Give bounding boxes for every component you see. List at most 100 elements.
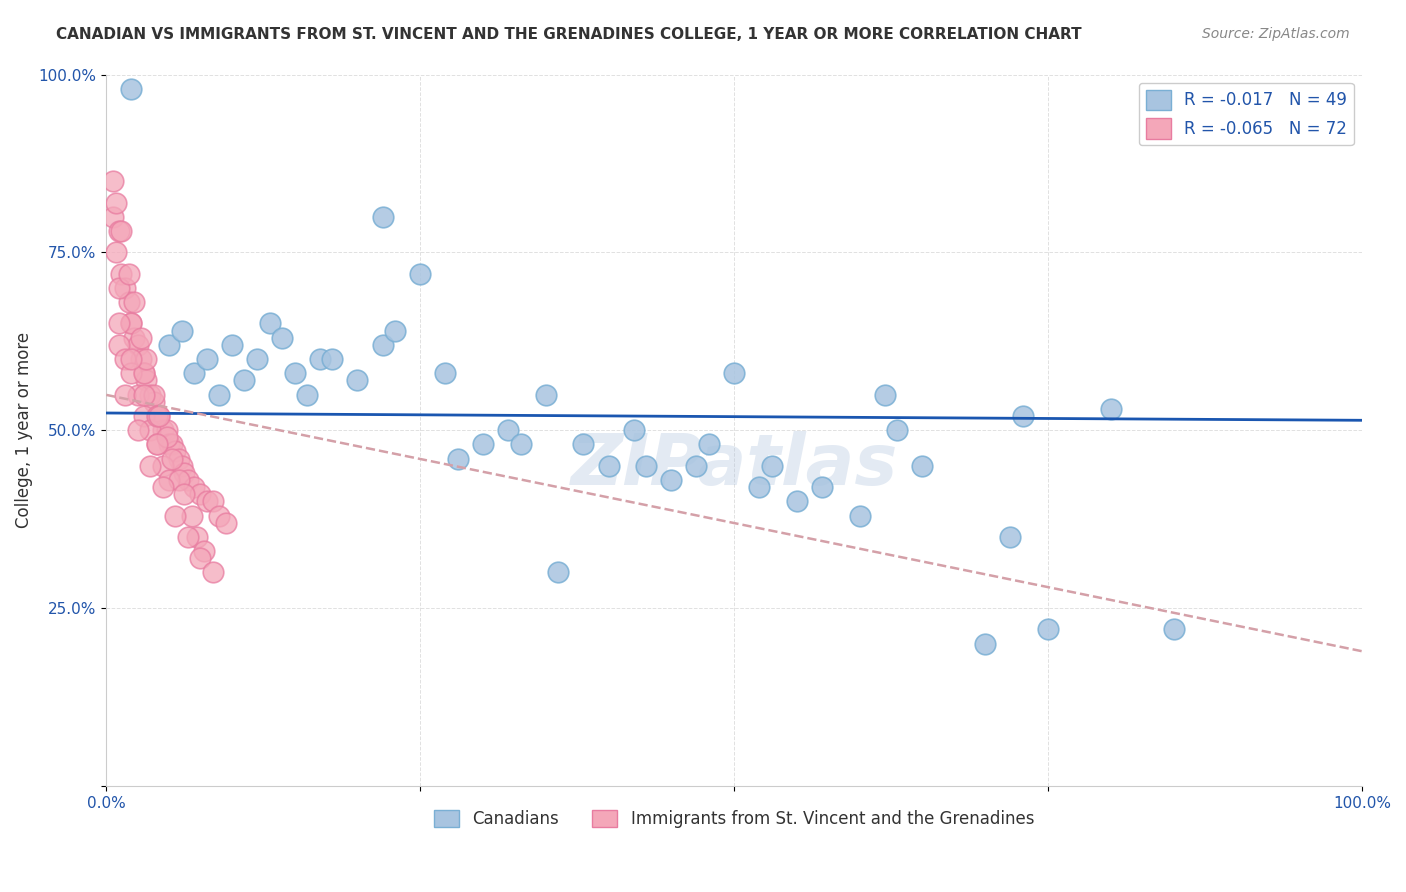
Point: [202, 494, 225, 508]
Point: [114, 387, 136, 401]
Point: [127, 423, 149, 437]
Point: [160, 451, 183, 466]
Point: [110, 224, 132, 238]
Point: [177, 530, 200, 544]
Legend: Canadians, Immigrants from St. Vincent and the Grenadines: Canadians, Immigrants from St. Vincent a…: [427, 803, 1040, 834]
Point: [259, 317, 281, 331]
Point: [131, 351, 153, 366]
Point: [848, 508, 870, 523]
Point: [384, 324, 406, 338]
Point: [145, 409, 167, 423]
Point: [409, 267, 432, 281]
Point: [697, 437, 720, 451]
Point: [120, 317, 142, 331]
Point: [132, 366, 155, 380]
Point: [811, 480, 834, 494]
Point: [152, 423, 174, 437]
Point: [127, 338, 149, 352]
Point: [202, 566, 225, 580]
Point: [447, 451, 470, 466]
Point: [873, 387, 896, 401]
Point: [170, 324, 193, 338]
Point: [308, 351, 330, 366]
Point: [496, 423, 519, 437]
Point: [122, 295, 145, 310]
Point: [183, 480, 205, 494]
Point: [118, 267, 141, 281]
Point: [131, 331, 153, 345]
Point: [127, 387, 149, 401]
Point: [120, 366, 142, 380]
Point: [233, 373, 256, 387]
Point: [108, 338, 131, 352]
Point: [509, 437, 531, 451]
Point: [636, 458, 658, 473]
Point: [122, 331, 145, 345]
Point: [135, 351, 157, 366]
Point: [748, 480, 770, 494]
Text: Source: ZipAtlas.com: Source: ZipAtlas.com: [1202, 27, 1350, 41]
Point: [157, 338, 180, 352]
Point: [534, 387, 557, 401]
Point: [157, 473, 180, 487]
Point: [183, 366, 205, 380]
Point: [214, 516, 236, 530]
Point: [371, 338, 394, 352]
Point: [221, 338, 243, 352]
Point: [120, 81, 142, 95]
Point: [193, 544, 215, 558]
Point: [152, 480, 174, 494]
Point: [208, 387, 231, 401]
Point: [160, 437, 183, 451]
Point: [321, 351, 343, 366]
Point: [685, 458, 707, 473]
Point: [346, 373, 368, 387]
Point: [195, 351, 218, 366]
Point: [143, 387, 166, 401]
Point: [786, 494, 808, 508]
Point: [1012, 409, 1035, 423]
Point: [139, 423, 162, 437]
Point: [108, 224, 131, 238]
Point: [295, 387, 318, 401]
Point: [659, 473, 682, 487]
Point: [139, 387, 162, 401]
Point: [1000, 530, 1022, 544]
Point: [761, 458, 783, 473]
Point: [118, 295, 141, 310]
Point: [434, 366, 457, 380]
Point: [105, 245, 128, 260]
Point: [145, 409, 167, 423]
Point: [145, 437, 167, 451]
Point: [105, 195, 128, 210]
Point: [974, 636, 997, 650]
Point: [271, 331, 294, 345]
Point: [195, 494, 218, 508]
Point: [165, 508, 187, 523]
Text: ZIPatlas: ZIPatlas: [571, 431, 898, 500]
Point: [190, 551, 212, 566]
Point: [173, 466, 195, 480]
Point: [190, 487, 212, 501]
Point: [472, 437, 495, 451]
Point: [167, 473, 190, 487]
Point: [108, 317, 131, 331]
Point: [177, 473, 200, 487]
Point: [114, 351, 136, 366]
Point: [132, 387, 155, 401]
Point: [572, 437, 595, 451]
Point: [143, 394, 166, 409]
Point: [148, 409, 170, 423]
Point: [547, 566, 569, 580]
Point: [120, 317, 142, 331]
Point: [371, 210, 394, 224]
Point: [155, 423, 177, 437]
Y-axis label: College, 1 year or more: College, 1 year or more: [15, 332, 32, 528]
Point: [132, 409, 155, 423]
Point: [110, 267, 132, 281]
Point: [108, 281, 131, 295]
Point: [1036, 623, 1059, 637]
Point: [152, 458, 174, 473]
Point: [886, 423, 908, 437]
Point: [170, 458, 193, 473]
